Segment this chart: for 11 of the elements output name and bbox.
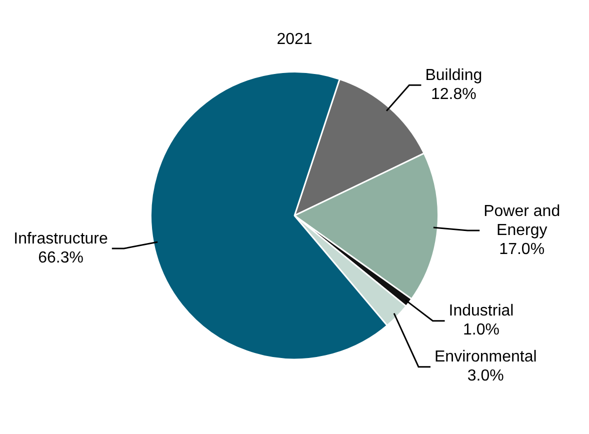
data-label: 1.0% <box>462 322 500 339</box>
slice-label: Environmental <box>434 348 537 366</box>
data-label: 17.0% <box>499 240 545 258</box>
slice-label: Industrial <box>448 302 514 320</box>
slice-label: Building <box>425 67 482 84</box>
slice-label: Infrastructure <box>14 230 108 248</box>
chart-title: 2021 <box>276 31 312 48</box>
slice-label: Power and Energy <box>484 202 560 239</box>
data-label: 12.8% <box>430 86 476 104</box>
data-label: 66.3% <box>38 249 84 266</box>
data-label: 3.0% <box>467 368 504 385</box>
